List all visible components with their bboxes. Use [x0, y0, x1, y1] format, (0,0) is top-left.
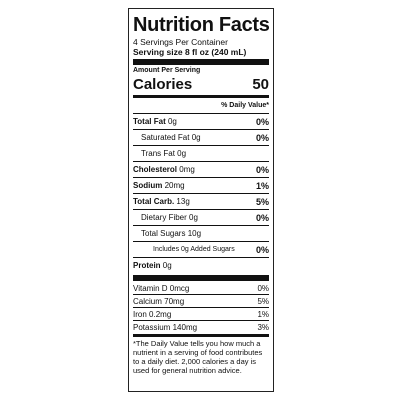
- nutrient-name: Total Sugars: [141, 229, 186, 238]
- calories-row: Calories 50: [133, 76, 269, 94]
- nutrient-amount: 0g: [177, 149, 187, 158]
- vitamin-name: Calcium: [133, 296, 162, 306]
- daily-value: 0%: [255, 212, 269, 223]
- nutrient: Protein 0g: [133, 261, 172, 270]
- nutrient-row: Total Carb. 13g 5%: [133, 193, 269, 209]
- nutrient-row: Trans Fat 0g: [133, 145, 269, 161]
- nutrient-name: Cholesterol: [133, 165, 178, 174]
- daily-value: 1%: [257, 309, 269, 319]
- divider: [133, 334, 269, 337]
- nutrient-row: Protein 0g: [133, 257, 269, 273]
- nutrient-amount: 0g: [191, 133, 201, 142]
- vitamin-amount: 70mg: [164, 296, 185, 306]
- vitamin: Calcium 70mg: [133, 297, 184, 306]
- nutrient-name: Dietary Fiber: [141, 213, 187, 222]
- nutrient-amount: 20mg: [164, 181, 185, 190]
- daily-value: 0%: [257, 283, 269, 293]
- vitamin: Vitamin D 0mcg: [133, 284, 189, 293]
- nutrient-row: Saturated Fat 0g 0%: [133, 129, 269, 145]
- divider: [133, 95, 269, 98]
- daily-value: 0%: [255, 132, 269, 143]
- daily-value: 0%: [255, 164, 269, 175]
- nutrient: Total Fat 0g: [133, 117, 177, 126]
- nutrient-amount: 0g: [167, 117, 177, 126]
- nutrient-row: Sodium 20mg 1%: [133, 177, 269, 193]
- vitamin-amount: 140mg: [172, 322, 198, 332]
- vitamin-row: Calcium 70mg 5%: [133, 294, 269, 307]
- nutrient: Total Sugars 10g: [133, 229, 201, 238]
- daily-value: 3%: [257, 322, 269, 332]
- footnote: *The Daily Value tells you how much a nu…: [133, 339, 263, 375]
- vitamin: Potassium 140mg: [133, 323, 197, 332]
- nutrient-row: Includes 0g Added Sugars 0%: [133, 241, 269, 257]
- nutrient: Dietary Fiber 0g: [133, 213, 198, 222]
- daily-value: 0%: [255, 116, 269, 127]
- nutrient-name: Sodium: [133, 181, 163, 190]
- vitamin-name: Vitamin D: [133, 283, 168, 293]
- nutrient: Cholesterol 0mg: [133, 165, 195, 174]
- vitamin-amount: 0.2mg: [149, 309, 172, 319]
- vitamin-list: Vitamin D 0mcg 0% Calcium 70mg 5% Iron 0.2mg…: [133, 282, 269, 333]
- nutrient-amount: 0g: [189, 213, 198, 222]
- divider: [133, 59, 269, 65]
- nutrient-name: Protein: [133, 261, 161, 270]
- divider: [133, 275, 269, 281]
- nutrient-name: Total Fat: [133, 117, 166, 126]
- nutrient: Trans Fat 0g: [133, 149, 186, 158]
- daily-value: 0%: [255, 244, 269, 255]
- nutrient-amount: 0g: [162, 261, 172, 270]
- nutrient-row: Dietary Fiber 0g 0%: [133, 209, 269, 225]
- daily-value: 1%: [255, 180, 269, 191]
- nutrient-row: Total Fat 0g 0%: [133, 114, 269, 129]
- daily-value: 5%: [257, 296, 269, 306]
- servings: 4 Servings Per Container: [133, 37, 228, 47]
- title: Nutrition Facts: [133, 14, 270, 36]
- nutrition-label: Nutrition Facts 4 Servings Per Container…: [128, 8, 274, 392]
- vitamin-row: Vitamin D 0mcg 0%: [133, 282, 269, 294]
- calories-label: Calories: [133, 76, 193, 93]
- nutrient-name: Trans Fat: [141, 149, 175, 158]
- nutrient-amount: 13g: [176, 197, 190, 206]
- nutrient: Total Carb. 13g: [133, 197, 190, 206]
- nutrient-list: Total Fat 0g 0% Saturated Fat 0g 0% Trans Fa…: [133, 114, 269, 273]
- nutrient-amount: 0mg: [179, 165, 195, 174]
- nutrient: Includes 0g Added Sugars: [133, 246, 235, 253]
- vitamin-row: Iron 0.2mg 1%: [133, 307, 269, 320]
- nutrient-amount: 10g: [187, 229, 202, 238]
- amount-per-serving: Amount Per Serving: [133, 67, 201, 74]
- nutrient-name: Total Carb.: [133, 197, 175, 206]
- vitamin-name: Potassium: [133, 322, 171, 332]
- vitamin-amount: 0mcg: [169, 283, 190, 293]
- serving-size: Serving size 8 fl oz (240 mL): [133, 47, 247, 57]
- nutrient-name: Saturated Fat: [141, 133, 190, 142]
- calories-value: 50: [252, 76, 269, 93]
- nutrient-row: Total Sugars 10g: [133, 225, 269, 241]
- nutrient: Saturated Fat 0g: [133, 133, 201, 142]
- vitamin-name: Iron: [133, 309, 147, 319]
- vitamin: Iron 0.2mg: [133, 310, 171, 319]
- nutrient-row: Cholesterol 0mg 0%: [133, 161, 269, 177]
- daily-value: 5%: [255, 196, 269, 207]
- daily-value-header: % Daily Value*: [133, 99, 269, 114]
- vitamin-row: Potassium 140mg 3%: [133, 320, 269, 333]
- nutrient-name: Includes 0g Added Sugars: [153, 246, 235, 253]
- nutrient: Sodium 20mg: [133, 181, 185, 190]
